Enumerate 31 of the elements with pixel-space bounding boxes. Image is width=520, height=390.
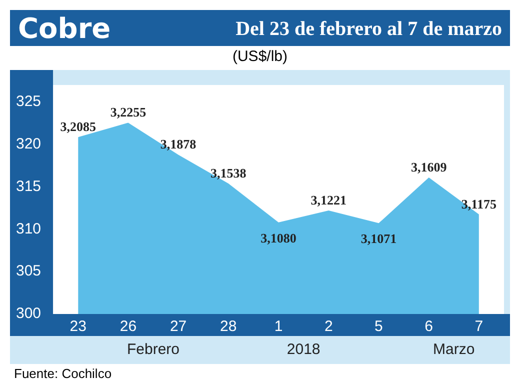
x-tick-label: 5 — [374, 318, 383, 336]
text: 2018 — [286, 341, 320, 358]
chart-subtitle: Del 23 de febrero al 7 de marzo — [236, 18, 502, 41]
x-tick-label: 28 — [220, 318, 237, 336]
x-tick-label: 23 — [70, 318, 86, 336]
text: Febrero — [126, 341, 180, 358]
y-tick-label: 320 — [16, 136, 42, 153]
x-tick-label: 27 — [170, 318, 187, 336]
x-tick-label: 1 — [274, 318, 283, 336]
data-label: 3,1878 — [160, 136, 197, 152]
y-tick-label: 305 — [16, 262, 42, 280]
data-label: 3,1080 — [260, 230, 296, 246]
data-label: 3,1609 — [410, 160, 448, 175]
y-tick-label: 310 — [16, 220, 42, 238]
data-label: 3,1221 — [310, 192, 346, 208]
data-label: 3,1538 — [210, 166, 247, 181]
source-note: Fuente: Cochilco — [14, 366, 112, 381]
x-tick-label: 2 — [324, 318, 333, 336]
y-axis-title: (US$/lb) — [231, 48, 288, 65]
data-label: 3,2255 — [110, 104, 147, 120]
x-tick-label: 7 — [474, 318, 484, 336]
y-tick-label: 325 — [16, 93, 42, 110]
text: Marzo — [433, 341, 475, 358]
x-tick-label: 26 — [120, 318, 137, 336]
chart-title: Cobre — [18, 12, 111, 45]
data-label: 3,2085 — [60, 119, 96, 134]
y-tick-label: 315 — [16, 178, 42, 195]
x-tick-label: 6 — [424, 318, 434, 336]
data-label: 3,1071 — [360, 231, 397, 246]
y-tick-label: 300 — [16, 305, 42, 322]
data-label: 3,1175 — [461, 196, 497, 212]
